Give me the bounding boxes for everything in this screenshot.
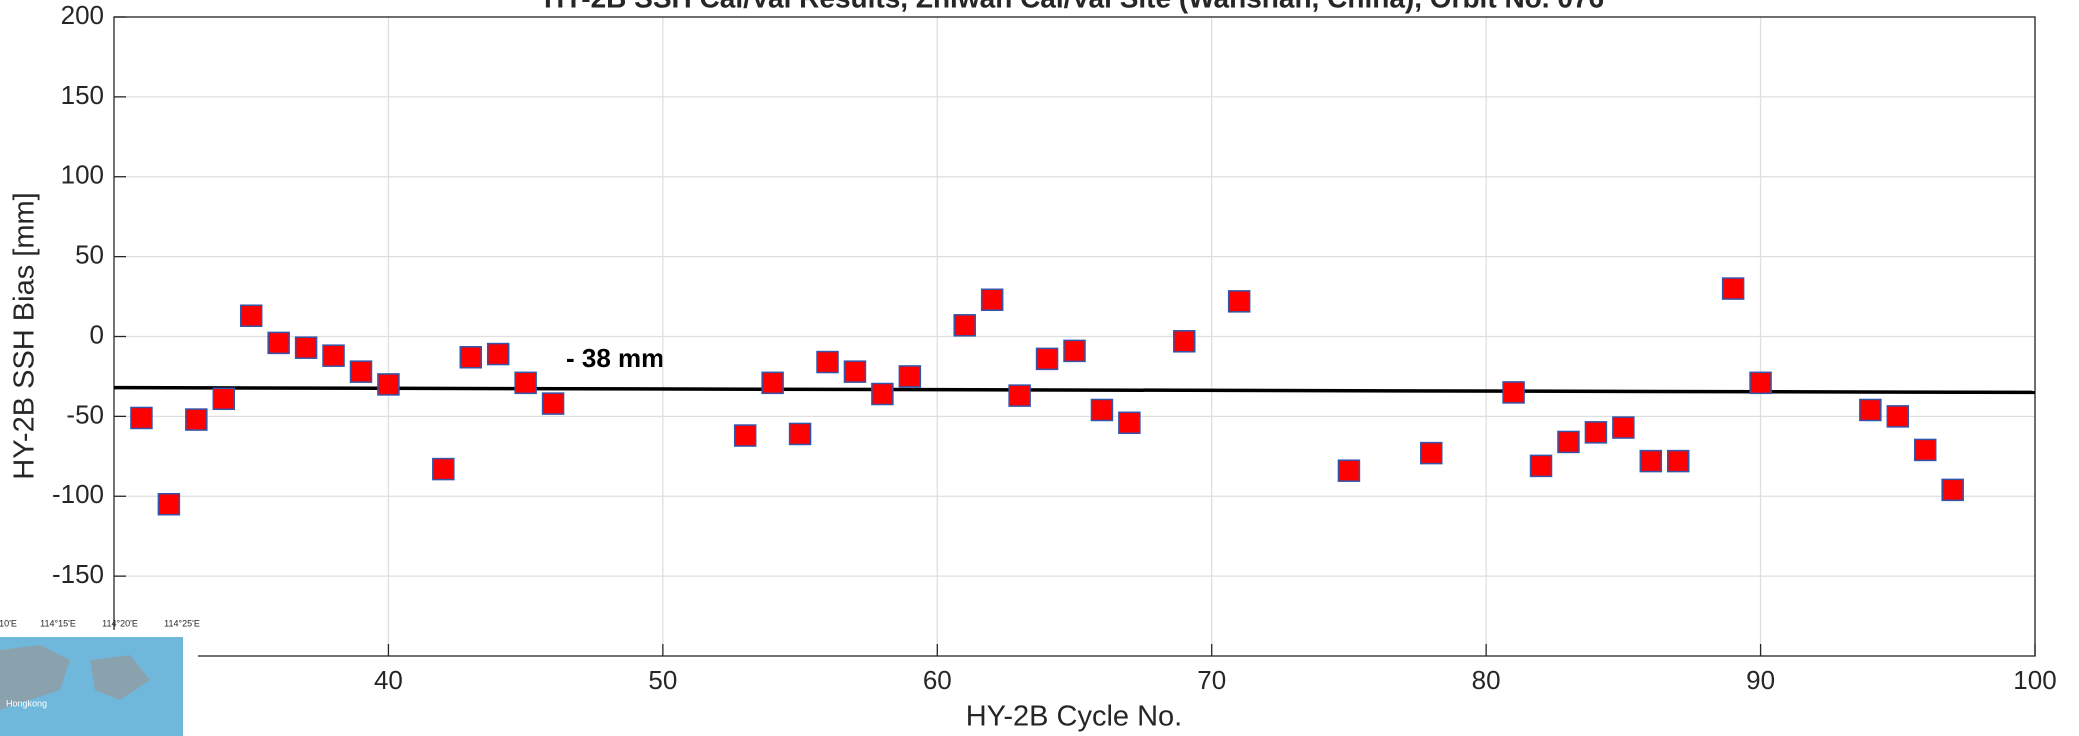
data-point: [872, 384, 893, 405]
y-tick-label: -50: [66, 399, 104, 429]
data-point: [1009, 385, 1030, 406]
data-point: [762, 372, 783, 393]
data-point: [131, 407, 152, 428]
data-point: [515, 372, 536, 393]
data-point: [1942, 479, 1963, 500]
data-point: [817, 352, 838, 373]
data-point: [844, 361, 865, 382]
data-point: [735, 425, 756, 446]
data-point: [296, 337, 317, 358]
data-point: [982, 289, 1003, 310]
data-point: [1640, 451, 1661, 472]
x-tick-label: 40: [374, 665, 403, 695]
data-point: [186, 409, 207, 430]
x-tick-label: 60: [923, 665, 952, 695]
y-tick-label: -100: [52, 479, 104, 509]
data-point: [1037, 348, 1058, 369]
data-point: [1421, 443, 1442, 464]
data-point: [1064, 340, 1085, 361]
data-point: [1503, 382, 1524, 403]
y-tick-label: 100: [61, 160, 104, 190]
y-axis-label: HY-2B SSH Bias [mm]: [9, 192, 41, 479]
data-point: [1531, 455, 1552, 476]
data-point: [433, 459, 454, 480]
data-point: [460, 347, 481, 368]
chart: HY-2B SSH Cal/Val Results, Zhiwan Cal/Va…: [0, 0, 2079, 736]
inset-label: 114°15'E: [40, 618, 76, 628]
data-point: [1750, 372, 1771, 393]
x-tick-label: 50: [648, 665, 677, 695]
data-point: [1668, 451, 1689, 472]
data-point: [1558, 431, 1579, 452]
y-tick-label: 150: [61, 80, 104, 110]
data-point: [1723, 278, 1744, 299]
data-point: [543, 393, 564, 414]
data-point: [1091, 399, 1112, 420]
inset-label: Hongkong: [6, 698, 47, 708]
data-point: [1174, 331, 1195, 352]
x-tick-label: 90: [1746, 665, 1775, 695]
data-point: [158, 494, 179, 515]
data-point: [350, 361, 371, 382]
data-point: [241, 305, 262, 326]
x-tick-label: 100: [2013, 665, 2056, 695]
x-axis-label: HY-2B Cycle No.: [966, 701, 1183, 733]
inset-label: 114°20'E: [102, 618, 138, 628]
data-point: [1860, 399, 1881, 420]
data-point: [1585, 422, 1606, 443]
x-tick-label: 70: [1197, 665, 1226, 695]
data-point: [1338, 460, 1359, 481]
y-tick-label: -150: [52, 559, 104, 589]
data-point: [488, 344, 509, 365]
data-point: [323, 345, 344, 366]
inset-label: 114°25'E: [164, 618, 200, 628]
y-tick-label: 200: [61, 0, 104, 30]
data-point: [378, 374, 399, 395]
data-point: [268, 332, 289, 353]
y-tick-label: 0: [90, 319, 104, 349]
chart-title: HY-2B SSH Cal/Val Results, Zhiwan Cal/Va…: [544, 0, 1604, 13]
annotation: - 38 mm: [566, 343, 664, 373]
inset-label: 10'E: [0, 618, 17, 628]
data-point: [1887, 406, 1908, 427]
data-point: [1915, 439, 1936, 460]
data-point: [790, 423, 811, 444]
data-point: [1229, 291, 1250, 312]
data-point: [1119, 412, 1140, 433]
data-point: [1613, 417, 1634, 438]
x-tick-label: 80: [1472, 665, 1501, 695]
data-point: [213, 388, 234, 409]
data-point: [954, 315, 975, 336]
trend-line: [114, 388, 2035, 393]
data-point: [899, 366, 920, 387]
y-tick-label: 50: [75, 240, 104, 270]
